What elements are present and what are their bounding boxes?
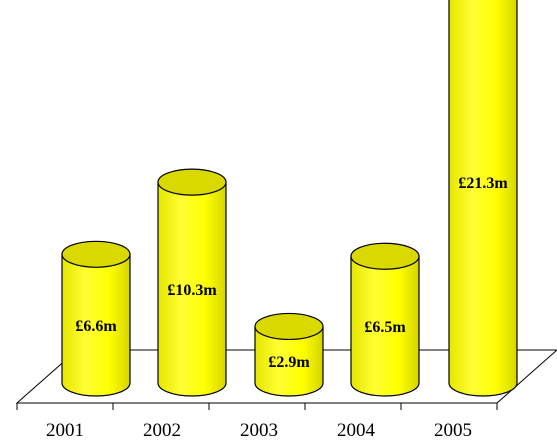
bar-2001: £6.6m [61,240,131,397]
bar-2003: £2.9m [254,312,324,397]
bar-body [448,0,518,397]
bar-data-label: £6.5m [364,319,406,336]
bar-body [157,181,227,397]
x-tick-label: 2005 [434,420,472,441]
bar-top [157,168,227,196]
x-axis: 2001 2002 2003 2004 2005 [16,402,498,441]
x-tick-label: 2002 [143,420,181,441]
bar-2004: £6.5m [350,242,420,397]
bar-top [350,242,420,270]
bar-data-label: £2.9m [268,354,310,371]
x-tick-label: 2001 [46,420,84,441]
x-tick-label: 2004 [337,420,376,441]
bar-series: £6.6m £10.3m £2.9m £6.5m £21.3m [61,0,518,397]
bar-data-label: £10.3m [167,282,217,299]
bar-top [61,240,131,268]
bar-top [254,312,324,341]
bar-data-label: £21.3m [458,175,508,192]
bar-body [61,253,131,397]
bar-body [254,325,324,397]
bar-body [350,255,420,397]
x-tick-label: 2003 [240,420,278,441]
bar-data-label: £6.6m [75,318,117,335]
bar-2005: £21.3m [448,0,518,397]
bar-2002: £10.3m [157,168,227,397]
